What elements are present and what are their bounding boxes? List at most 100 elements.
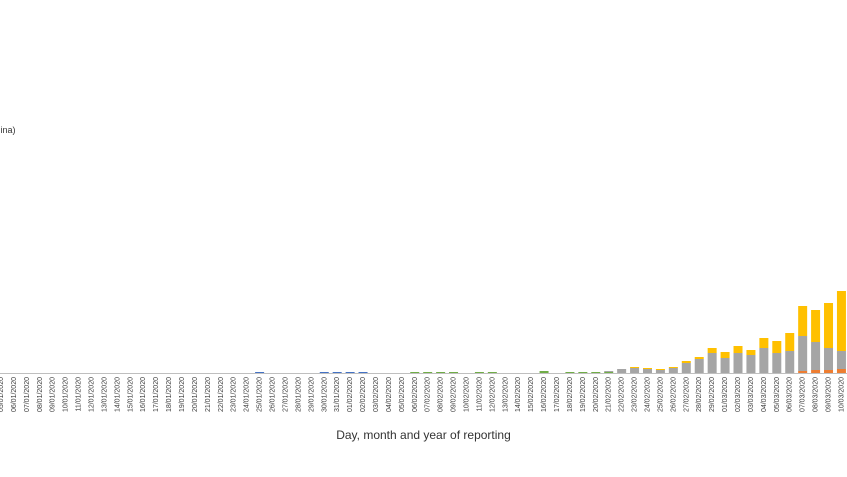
bar-segment (720, 352, 730, 358)
x-tick-label: 02/03/2020 (735, 377, 742, 412)
x-tick-label: 03/02/2020 (373, 377, 380, 412)
bar-segment (423, 372, 433, 373)
x-tick-label: 08/03/2020 (813, 377, 820, 412)
x-tick-label: 11/02/2020 (476, 377, 483, 412)
bar-segment (643, 369, 652, 373)
x-tick-label: 17/01/2020 (153, 377, 160, 412)
x-tick-label: 09/02/2020 (451, 377, 458, 412)
bar-segment (255, 372, 265, 373)
x-tick-label: 27/01/2020 (282, 377, 289, 412)
bar-segment (772, 341, 782, 353)
bar-segment (655, 369, 665, 370)
x-tick-label: 02/02/2020 (360, 377, 367, 412)
bar-segment (746, 355, 756, 373)
x-tick-label: 05/03/2020 (774, 377, 781, 412)
x-tick-label: 26/01/2020 (270, 377, 277, 412)
x-tick-label: 04/02/2020 (386, 377, 393, 412)
x-tick-label: 12/01/2020 (89, 377, 96, 412)
bar-segment (836, 291, 846, 351)
bar-segment (759, 338, 769, 348)
bar-segment (655, 370, 665, 373)
x-tick-label: 28/02/2020 (696, 377, 703, 412)
x-tick-label: 24/02/2020 (645, 377, 652, 412)
bar-segment (630, 368, 640, 373)
x-tick-label: 01/02/2020 (347, 377, 354, 412)
bar-segment (720, 358, 730, 373)
x-tick-label: 19/02/2020 (580, 377, 587, 412)
x-tick-label: 21/02/2020 (606, 377, 613, 412)
x-tick-label: 06/01/2020 (11, 377, 18, 412)
x-tick-label: 05/02/2020 (399, 377, 406, 412)
x-tick-label: 14/01/2020 (114, 377, 121, 412)
bar-segment (798, 336, 808, 371)
bar-segment (604, 372, 614, 373)
bar-segment (836, 351, 846, 369)
bar-segment (759, 348, 769, 373)
x-tick-label: 04/03/2020 (761, 377, 768, 412)
x-tick-label: 13/02/2020 (502, 377, 509, 412)
bar-segment (811, 370, 821, 373)
bar-segment (345, 372, 355, 373)
x-tick-label: 01/03/2020 (722, 377, 729, 412)
x-tick-label: 07/03/2020 (800, 377, 807, 412)
bar-segment (824, 303, 834, 348)
x-tick-label: 28/01/2020 (295, 377, 302, 412)
x-tick-label: 07/01/2020 (24, 377, 31, 412)
x-tick-label: 22/01/2020 (218, 377, 225, 412)
bar-segment (358, 372, 368, 373)
bar-segment (539, 371, 549, 373)
x-tick-label: 18/01/2020 (166, 377, 173, 412)
x-tick-label: 07/02/2020 (425, 377, 432, 412)
bar-segment (824, 348, 834, 370)
bar-segment (436, 372, 446, 373)
bar-segment (643, 368, 652, 369)
x-tick-label: 08/01/2020 (37, 377, 44, 412)
x-tick-label: 11/01/2020 (76, 377, 83, 412)
x-tick-label: 30/01/2020 (321, 377, 328, 412)
x-tick-label: 24/01/2020 (244, 377, 251, 412)
x-tick-label: 16/01/2020 (140, 377, 147, 412)
x-tick-label: 29/01/2020 (308, 377, 315, 412)
x-tick-label: 15/02/2020 (528, 377, 535, 412)
bar-segment (578, 372, 588, 373)
x-tick-label: 03/03/2020 (748, 377, 755, 412)
bar-segment (319, 372, 329, 373)
x-tick-label: 09/01/2020 (50, 377, 57, 412)
bar-segment (824, 370, 834, 373)
x-tick-label: 06/02/2020 (412, 377, 419, 412)
x-tick-label: 18/02/2020 (567, 377, 574, 412)
x-tick-label: 10/02/2020 (463, 377, 470, 412)
x-tick-label: 15/01/2020 (127, 377, 134, 412)
x-tick-label: 31/01/2020 (334, 377, 341, 412)
bar-segment (733, 346, 743, 353)
bar-group (255, 291, 846, 373)
x-tick-label: 25/02/2020 (657, 377, 664, 412)
x-tick-label: 20/02/2020 (593, 377, 600, 412)
bar-segment (707, 348, 717, 353)
x-tick-label: 21/01/2020 (205, 377, 212, 412)
bar-segment (746, 350, 756, 355)
x-tick-label: 10/01/2020 (63, 377, 70, 412)
legend-entry: except China) (0, 125, 16, 135)
x-tick-label: 26/02/2020 (670, 377, 677, 412)
bar-segment (811, 342, 821, 370)
bar-segment (487, 372, 497, 373)
x-tick-labels: 05/01/2020 06/01/2020 07/01/2020 08/01/2020… (0, 377, 845, 412)
bar-segment (694, 359, 704, 373)
bar-segment (332, 372, 342, 373)
x-tick-label: 08/02/2020 (438, 377, 445, 412)
x-axis-label: Day, month and year of reporting (336, 428, 511, 442)
bar-segment (798, 306, 808, 336)
x-tick-label: 06/03/2020 (787, 377, 794, 412)
x-tick-label: 27/02/2020 (683, 377, 690, 412)
x-tick-label: 12/02/2020 (489, 377, 496, 412)
bar-segment (591, 372, 601, 373)
x-tick-label: 14/02/2020 (515, 377, 522, 412)
x-tick-label: 17/02/2020 (554, 377, 561, 412)
bar-segment (617, 369, 627, 373)
x-tick-label: 10/03/2020 (838, 377, 845, 412)
x-tick-label: 25/01/2020 (257, 377, 264, 412)
bar-segment (785, 333, 795, 351)
bar-segment (604, 371, 614, 372)
